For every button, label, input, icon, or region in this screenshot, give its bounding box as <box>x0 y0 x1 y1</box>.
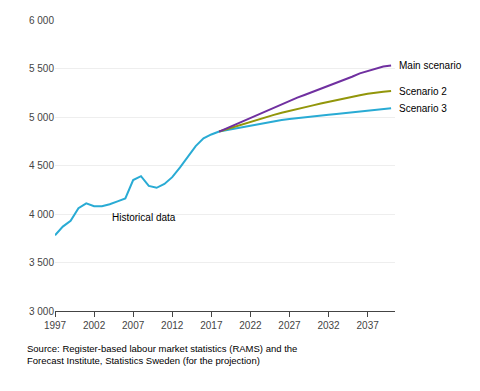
svg-text:Source: Register-based labour: Source: Register-based labour market sta… <box>27 343 297 366</box>
svg-text:3 500: 3 500 <box>29 257 54 268</box>
svg-text:1997: 1997 <box>44 320 67 331</box>
svg-text:Scenario 2: Scenario 2 <box>399 86 447 97</box>
svg-text:2027: 2027 <box>278 320 301 331</box>
svg-text:4 500: 4 500 <box>29 160 54 171</box>
svg-text:2012: 2012 <box>161 320 184 331</box>
svg-text:Scenario 3: Scenario 3 <box>399 103 447 114</box>
svg-text:5 000: 5 000 <box>29 112 54 123</box>
svg-text:Main scenario: Main scenario <box>399 60 462 71</box>
svg-text:3 000: 3 000 <box>29 306 54 317</box>
svg-text:2017: 2017 <box>200 320 223 331</box>
svg-text:2022: 2022 <box>239 320 262 331</box>
svg-text:2007: 2007 <box>122 320 145 331</box>
svg-text:Historical data: Historical data <box>112 212 176 223</box>
svg-text:5 500: 5 500 <box>29 63 54 74</box>
svg-text:4 000: 4 000 <box>29 209 54 220</box>
svg-text:2032: 2032 <box>317 320 340 331</box>
svg-text:2002: 2002 <box>83 320 106 331</box>
svg-text:6 000: 6 000 <box>29 15 54 26</box>
svg-text:2037: 2037 <box>357 320 380 331</box>
